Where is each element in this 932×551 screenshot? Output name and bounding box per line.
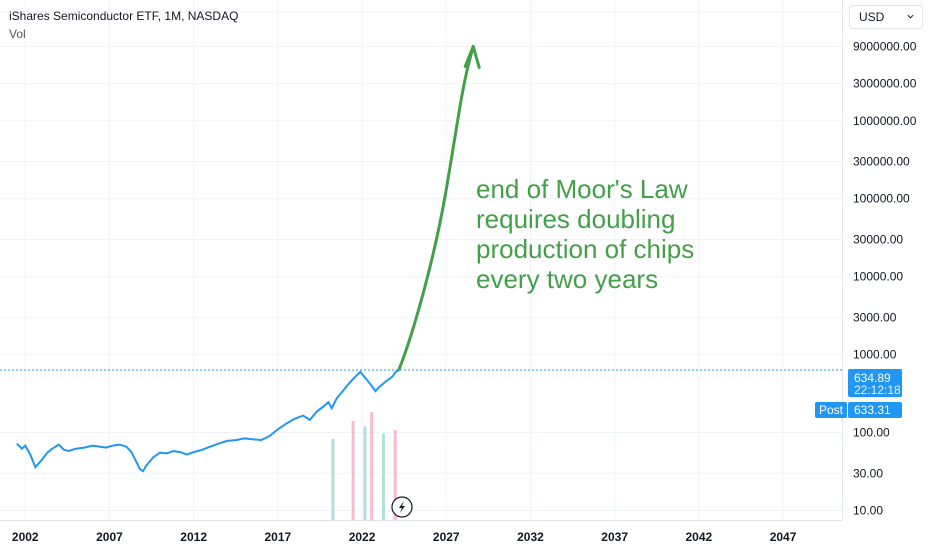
time-axis[interactable]: 2002 2007 2012 2017 2022 2027 2032 2037 2042 2047: [0, 520, 842, 550]
annotation-line: every two years: [476, 264, 658, 294]
axis-corner: [842, 520, 932, 550]
current-price-badge: 634.89 22:12:18: [848, 369, 902, 397]
price-tick-label: 10000.00: [853, 270, 903, 284]
chevron-down-icon: [907, 14, 914, 19]
time-tick-label: 2032: [517, 530, 544, 544]
volume-bar: [381, 433, 385, 520]
price-tick-label: 30.00: [853, 466, 883, 480]
volume-bars: [331, 412, 397, 520]
currency-label: USD: [859, 10, 885, 24]
price-axis-ticks: 25000000.009000000.003000000.001000000.0…: [853, 5, 923, 518]
chart-plot-area[interactable]: end of Moor's Law requires doubling produc…: [0, 0, 842, 520]
grid-lines: [0, 0, 842, 520]
time-tick-label: 2007: [96, 530, 123, 544]
symbol-title[interactable]: iShares Semiconductor ETF, 1M, NASDAQ: [9, 9, 239, 23]
volume-indicator-label[interactable]: Vol: [9, 27, 26, 41]
price-tick-label: 300000.00: [853, 155, 910, 169]
price-line-series: [16, 369, 400, 473]
annotation-line: production of chips: [476, 234, 694, 264]
current-price-value: 634.89: [854, 371, 891, 385]
time-tick-label: 2017: [265, 530, 292, 544]
price-tick-label: 100000.00: [853, 192, 910, 206]
annotation-line: requires doubling: [476, 204, 675, 234]
price-axis[interactable]: 25000000.009000000.003000000.001000000.0…: [842, 0, 932, 520]
arrow-up-icon: [463, 44, 481, 69]
time-tick-label: 2012: [180, 530, 207, 544]
price-tick-label: 9000000.00: [853, 39, 917, 53]
volume-bar: [370, 412, 374, 520]
time-tick-label: 2002: [12, 530, 39, 544]
volume-bar: [331, 439, 335, 520]
lightning-icon[interactable]: [391, 496, 413, 518]
time-tick-label: 2047: [770, 530, 797, 544]
time-tick-label: 2042: [686, 530, 713, 544]
price-tick-label: 30000.00: [853, 232, 903, 246]
volume-bar: [393, 430, 397, 520]
time-tick-label: 2027: [433, 530, 460, 544]
bar-countdown: 22:12:18: [854, 383, 901, 397]
post-market-label: Post: [815, 402, 848, 418]
post-market-price: 633.31: [848, 402, 902, 418]
annotation-line: end of Moor's Law: [476, 174, 688, 204]
volume-bar: [351, 421, 355, 520]
volume-bar: [363, 426, 367, 520]
price-tick-label: 100.00: [853, 426, 890, 440]
projection-arrow-line: [397, 44, 475, 371]
time-tick-label: 2037: [601, 530, 628, 544]
price-tick-label: 1000.00: [853, 348, 897, 362]
time-tick-label: 2022: [349, 530, 376, 544]
price-tick-label: 3000.00: [853, 310, 897, 324]
price-tick-label: 3000000.00: [853, 77, 917, 91]
time-axis-ticks: 2002 2007 2012 2017 2022 2027 2032 2037 2042 2047: [12, 530, 797, 544]
currency-selector[interactable]: USD: [849, 5, 923, 29]
price-tick-label: 1000000.00: [853, 114, 917, 128]
price-tick-label: 10.00: [853, 503, 883, 517]
